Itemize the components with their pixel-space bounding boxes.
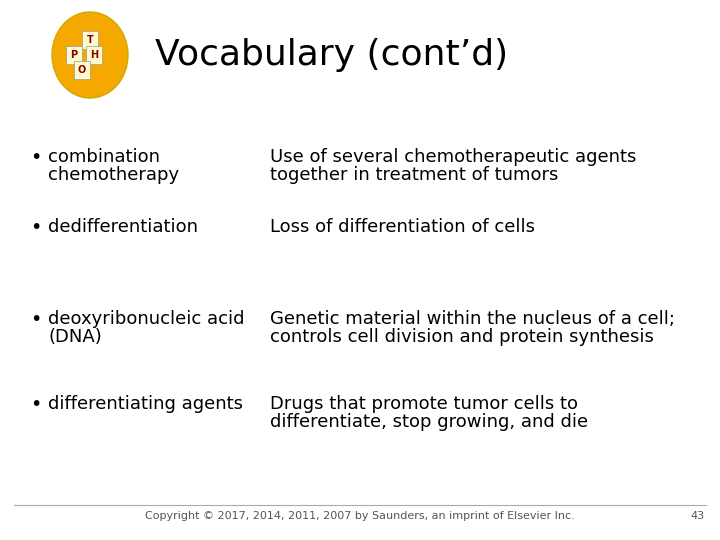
- Text: H: H: [90, 50, 98, 60]
- Text: controls cell division and protein synthesis: controls cell division and protein synth…: [270, 328, 654, 346]
- Text: deoxyribonucleic acid: deoxyribonucleic acid: [48, 310, 245, 328]
- Text: •: •: [30, 148, 41, 167]
- FancyBboxPatch shape: [66, 46, 82, 64]
- Text: •: •: [30, 218, 41, 237]
- Text: •: •: [30, 395, 41, 414]
- Text: differentiate, stop growing, and die: differentiate, stop growing, and die: [270, 413, 588, 431]
- Text: chemotherapy: chemotherapy: [48, 166, 179, 184]
- FancyBboxPatch shape: [74, 61, 90, 79]
- Text: 43: 43: [691, 511, 705, 521]
- Text: Loss of differentiation of cells: Loss of differentiation of cells: [270, 218, 535, 236]
- Text: Use of several chemotherapeutic agents: Use of several chemotherapeutic agents: [270, 148, 636, 166]
- Text: differentiating agents: differentiating agents: [48, 395, 243, 413]
- Text: Vocabulary (cont’d): Vocabulary (cont’d): [155, 38, 508, 72]
- Text: Copyright © 2017, 2014, 2011, 2007 by Saunders, an imprint of Elsevier Inc.: Copyright © 2017, 2014, 2011, 2007 by Sa…: [145, 511, 575, 521]
- Text: Genetic material within the nucleus of a cell;: Genetic material within the nucleus of a…: [270, 310, 675, 328]
- Text: O: O: [78, 65, 86, 75]
- Text: T: T: [86, 35, 94, 45]
- Text: dedifferentiation: dedifferentiation: [48, 218, 198, 236]
- Text: P: P: [71, 50, 78, 60]
- Text: combination: combination: [48, 148, 160, 166]
- Text: (DNA): (DNA): [48, 328, 102, 346]
- Text: •: •: [30, 310, 41, 329]
- Ellipse shape: [52, 12, 128, 98]
- Text: together in treatment of tumors: together in treatment of tumors: [270, 166, 559, 184]
- FancyBboxPatch shape: [82, 31, 98, 49]
- Text: Drugs that promote tumor cells to: Drugs that promote tumor cells to: [270, 395, 578, 413]
- FancyBboxPatch shape: [86, 46, 102, 64]
